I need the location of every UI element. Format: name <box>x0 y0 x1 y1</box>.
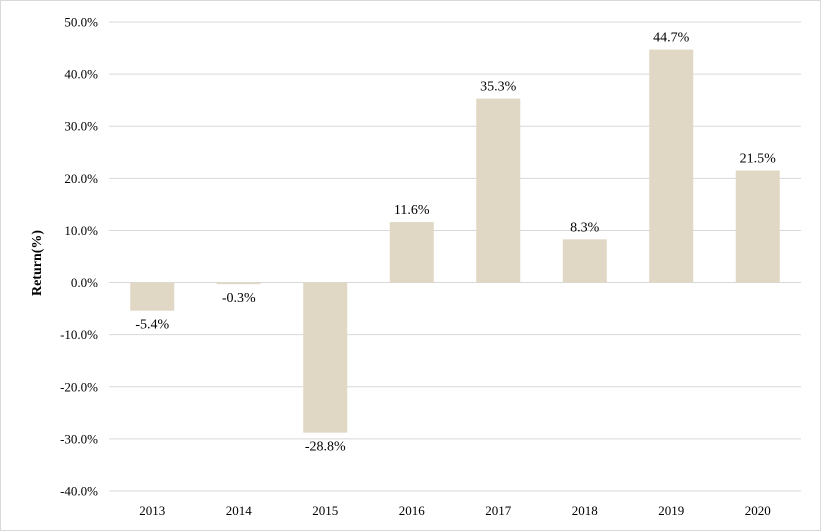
bar-2020 <box>735 170 780 283</box>
data-label-2015: -28.8% <box>305 440 346 455</box>
x-axis-ticks: 2013 2014 2015 2016 2017 2018 2019 2020 <box>139 503 771 518</box>
data-label-2016: 11.6% <box>394 203 430 218</box>
bar-2014 <box>216 282 261 285</box>
bar-2018 <box>562 239 607 283</box>
y-tick-label: 30.0% <box>64 119 98 134</box>
x-tick-label: 2018 <box>572 503 598 518</box>
data-label-2020: 21.5% <box>740 152 777 167</box>
data-label-2018: 8.3% <box>570 220 600 235</box>
bar-2016 <box>389 222 434 283</box>
gridlines <box>109 21 801 492</box>
data-labels: -5.4% -0.3% -28.8% 11.6% 35.3% 8.3% 44.7% 21.5% <box>135 31 776 455</box>
data-label-2017: 35.3% <box>480 80 517 95</box>
y-axis-ticks: 50.0% 40.0% 30.0% 20.0% 10.0% 0.0% -10.0% -20.0… <box>60 15 98 499</box>
data-label-2019: 44.7% <box>653 31 690 46</box>
bar-2015 <box>303 282 348 433</box>
y-tick-label: 50.0% <box>64 15 98 30</box>
x-tick-label: 2017 <box>485 503 512 518</box>
bar-2017 <box>476 98 521 283</box>
bars <box>130 49 780 433</box>
x-tick-label: 2016 <box>399 503 426 518</box>
y-tick-label: 20.0% <box>64 171 98 186</box>
x-tick-label: 2014 <box>226 503 253 518</box>
y-tick-label: 40.0% <box>64 67 98 82</box>
bar-2013 <box>130 282 175 311</box>
x-tick-label: 2013 <box>139 503 165 518</box>
y-tick-label: -40.0% <box>60 484 98 499</box>
y-tick-label: 0.0% <box>71 275 98 290</box>
x-tick-label: 2019 <box>658 503 684 518</box>
y-axis-title: Return(%) <box>30 230 45 296</box>
y-tick-label: -20.0% <box>60 379 98 394</box>
data-label-2013: -5.4% <box>135 318 169 333</box>
data-label-2014: -0.3% <box>222 291 256 306</box>
y-tick-label: 10.0% <box>64 223 98 238</box>
x-tick-label: 2020 <box>745 503 771 518</box>
bar-2019 <box>649 49 694 283</box>
y-tick-label: -10.0% <box>60 327 98 342</box>
y-tick-label: -30.0% <box>60 431 98 446</box>
x-tick-label: 2015 <box>312 503 338 518</box>
